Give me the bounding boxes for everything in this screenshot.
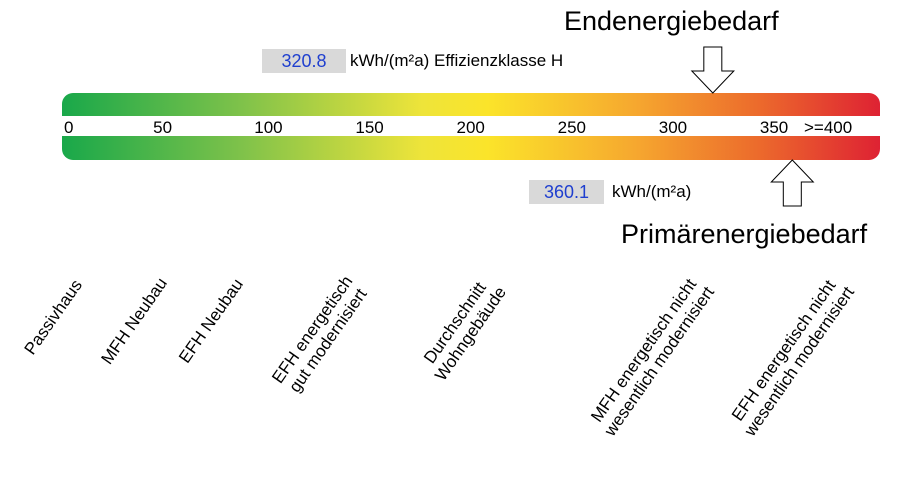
scale-bar-top [62,93,880,116]
primaerenergie-unit: kWh/(m²a) [612,182,692,201]
tick-label: 350 [759,118,789,137]
primaerenergie-title: Primärenergiebedarf [621,219,868,249]
tick-label: >=400 [804,118,853,137]
endenergie-arrow [690,46,735,94]
tick-label: 150 [355,118,384,137]
tick-label: 0 [64,118,74,137]
tick-label: 250 [557,118,586,137]
tick-label: 200 [456,118,485,137]
tick-label: 300 [658,118,688,137]
endenergie-value: 320.8 [262,49,346,73]
tick-label: 50 [153,118,173,137]
endenergie-unit: kWh/(m²a) Effizienzklasse H [350,51,564,70]
primaerenergie-arrow [770,159,815,207]
scale-bar-bottom [62,136,880,160]
primaerenergie-value: 360.1 [529,180,604,204]
tick-label: 100 [254,118,283,137]
endenergie-title: Endenergiebedarf [564,6,779,36]
